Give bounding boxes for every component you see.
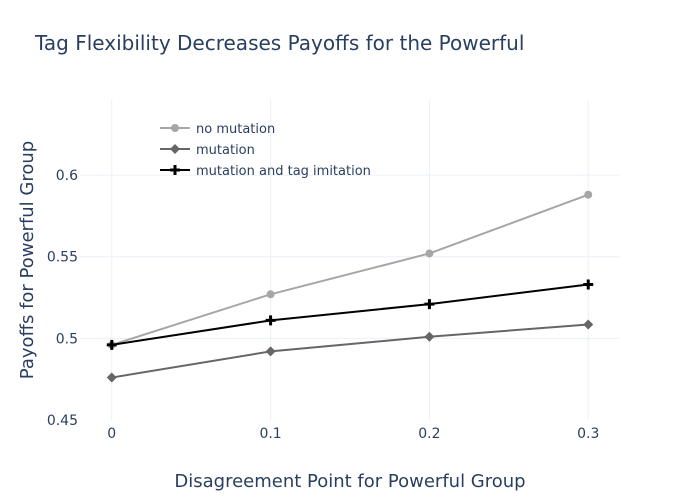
y-tick-label: 0.5 (56, 331, 78, 347)
x-tick-label: 0 (107, 426, 116, 442)
data-point (583, 319, 594, 330)
data-point (266, 290, 275, 299)
chart-title: Tag Flexibility Decreases Payoffs for th… (34, 31, 524, 55)
legend-marker (170, 144, 180, 154)
y-axis-label: Payoffs for Powerful Group (17, 141, 38, 379)
y-tick-label: 0.45 (47, 413, 78, 429)
x-tick-label: 0.1 (259, 426, 281, 442)
series-line-1 (111, 323, 589, 379)
data-point (106, 339, 117, 350)
x-axis-label: Disagreement Point for Powerful Group (174, 471, 525, 492)
x-tick-label: 0.3 (577, 426, 599, 442)
data-point (424, 299, 435, 310)
data-point (425, 249, 434, 258)
data-point (424, 331, 435, 342)
series-lines (106, 190, 594, 383)
series-line-0 (111, 193, 589, 346)
legend-label: no mutation (196, 122, 275, 137)
gridlines (80, 100, 620, 420)
data-point (584, 190, 593, 199)
legend-label: mutation and tag imitation (196, 164, 371, 179)
tick-labels: 0 0.1 0.2 0.3 0.45 0.5 0.55 0.6 (47, 168, 600, 442)
data-point (106, 372, 117, 383)
y-tick-label: 0.6 (56, 168, 78, 184)
data-point (265, 346, 276, 357)
legend-label: mutation (196, 143, 255, 158)
legend-marker (170, 165, 180, 175)
y-tick-label: 0.55 (47, 250, 78, 266)
legend-marker (171, 124, 179, 132)
x-tick-label: 0.2 (418, 426, 440, 442)
data-point (265, 315, 276, 326)
series-line-2 (111, 283, 589, 346)
data-point (583, 279, 594, 290)
legend: no mutation mutation mutation and tag imit… (160, 122, 371, 179)
